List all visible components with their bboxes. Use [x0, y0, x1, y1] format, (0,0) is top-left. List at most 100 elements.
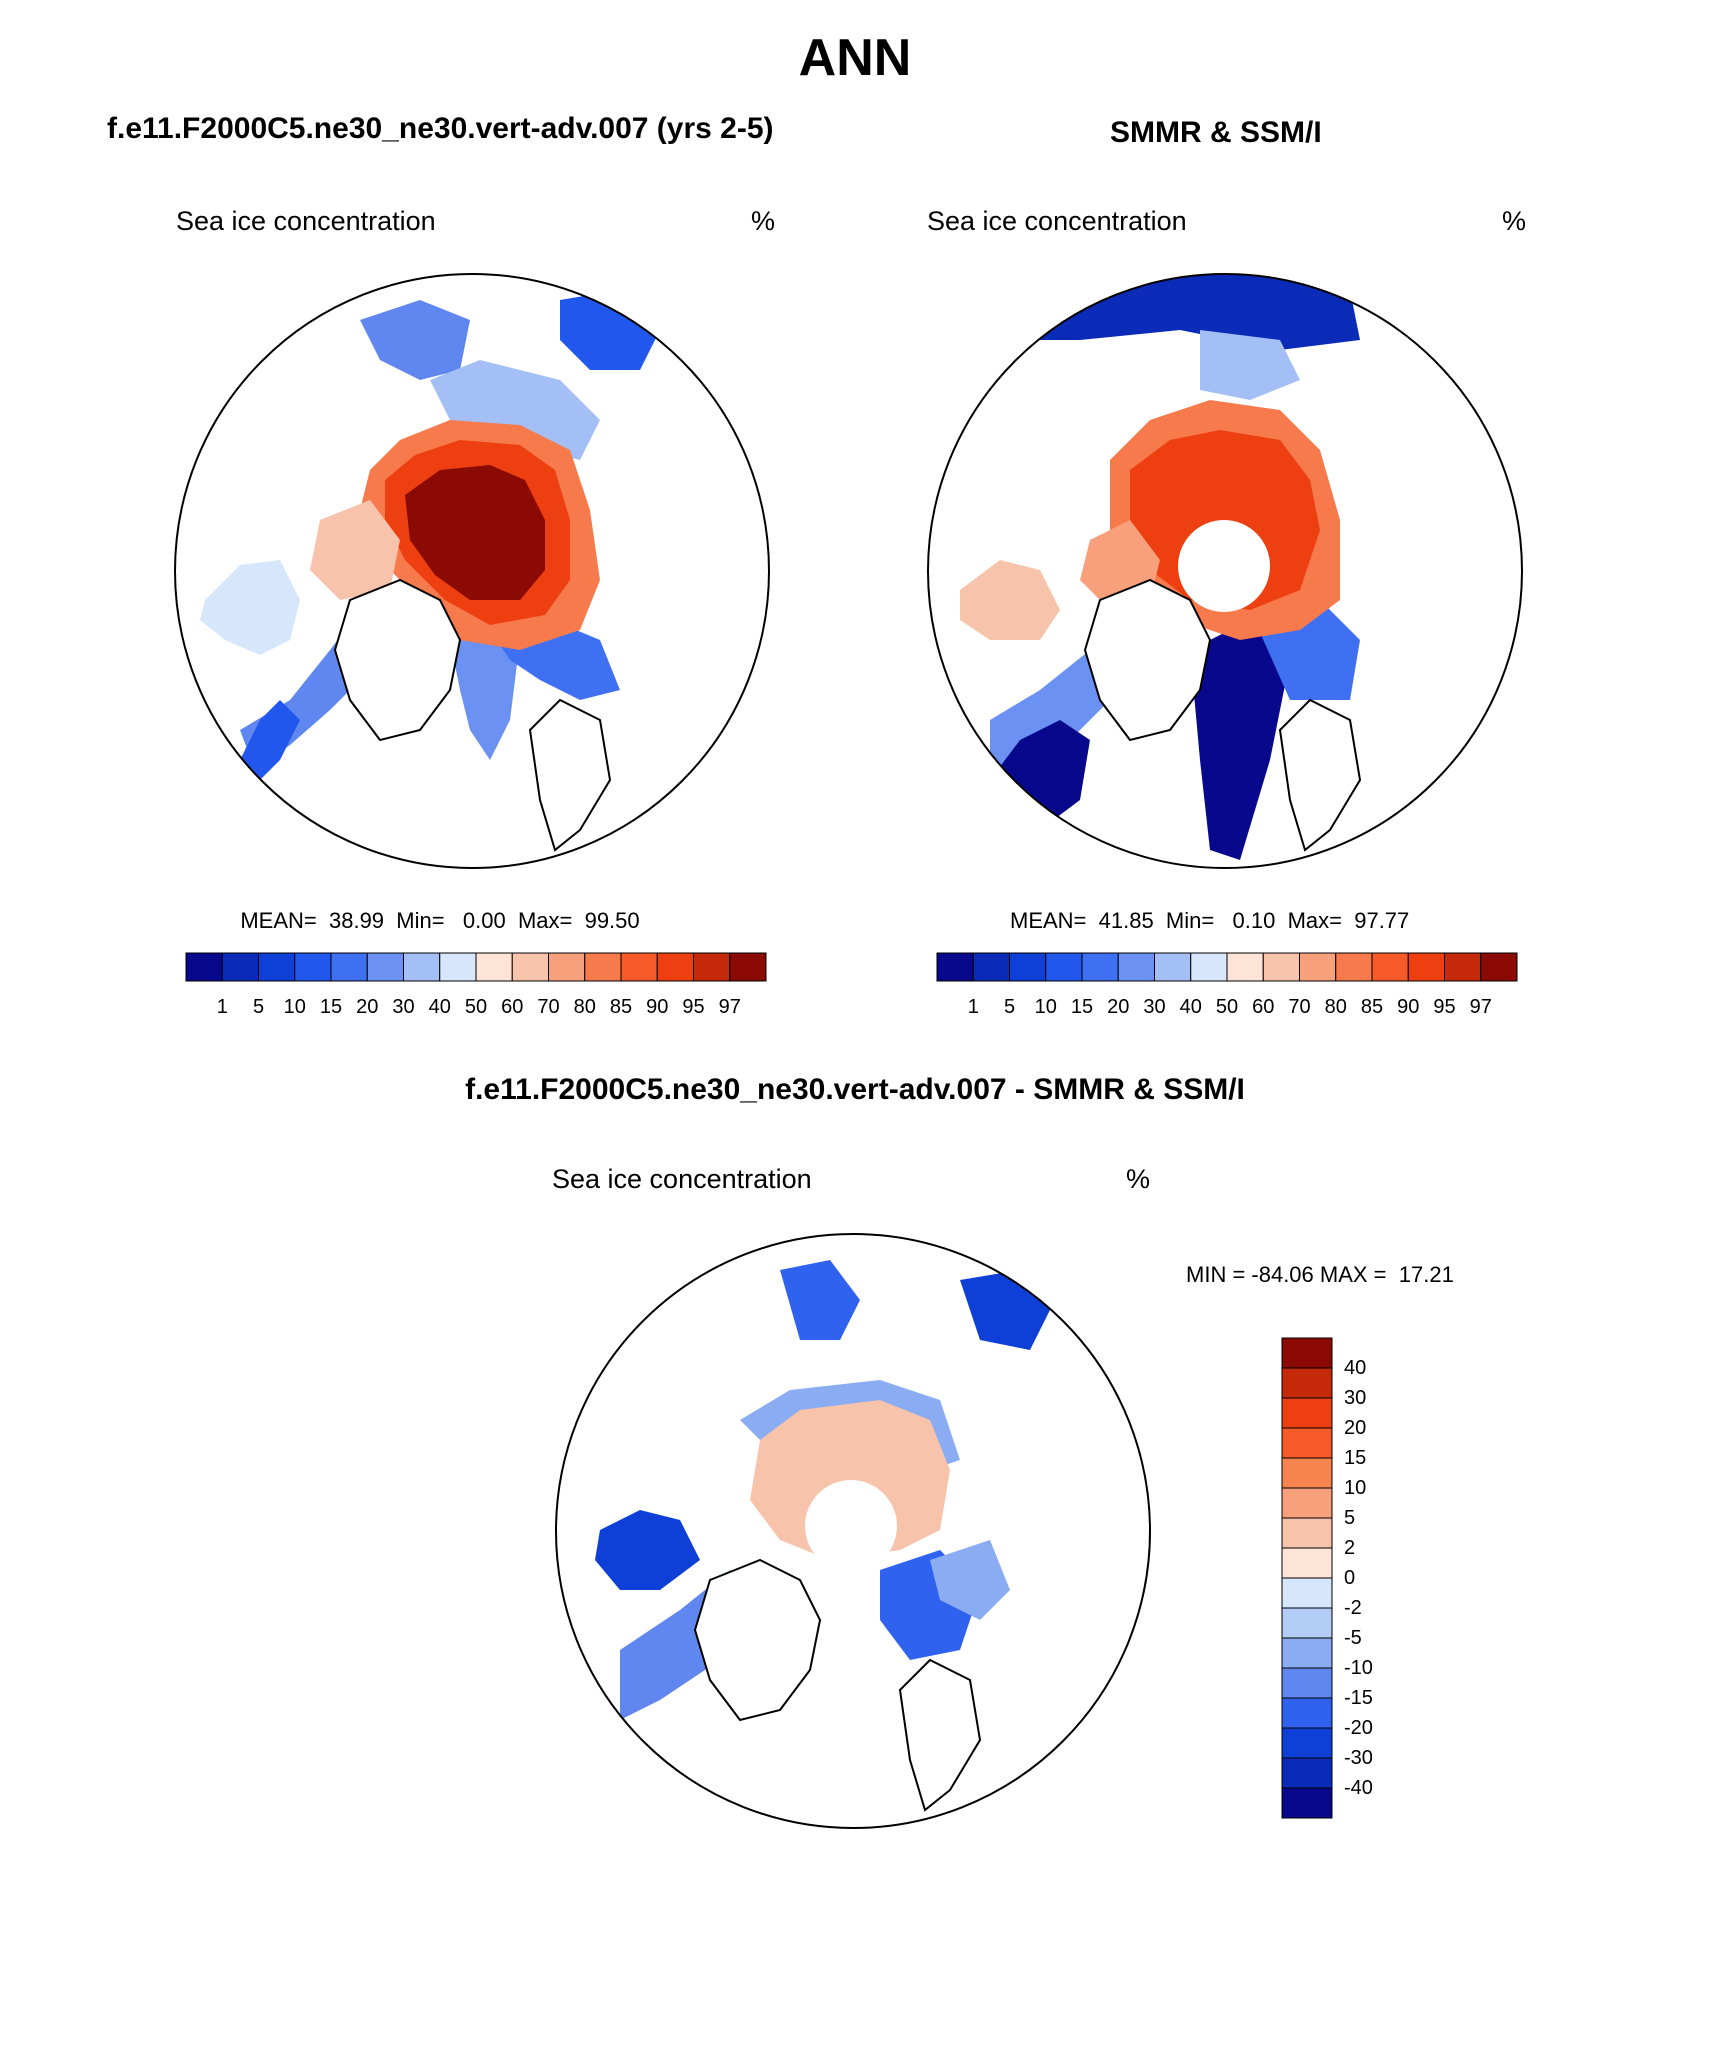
- colorbar-tick-label: 97: [1469, 996, 1492, 1018]
- colorbar-swatch: [1045, 952, 1083, 982]
- scandinavia-landmass-obs: [1278, 698, 1362, 852]
- greenland-landmass-model: [333, 578, 462, 742]
- colorbar-swatch: [693, 952, 731, 982]
- colorbar-swatch: [511, 952, 549, 982]
- colorbar-swatch: [1299, 952, 1337, 982]
- colorbar-tick-label: 60: [501, 996, 524, 1018]
- stats-obs: MEAN= 41.85 Min= 0.10 Max= 97.77: [1010, 908, 1410, 933]
- ice-zone-bering-obs: [1200, 330, 1300, 400]
- panel-title-model: f.e11.F2000C5.ne30_ne30.vert-adv.007 (yr…: [107, 112, 774, 145]
- colorbar-tick-label: -15: [1344, 1687, 1373, 1709]
- colorbar-swatch: [656, 952, 694, 982]
- colorbar-swatch: [1226, 952, 1264, 982]
- units-label-obs: %: [1502, 206, 1527, 236]
- colorbar-swatch: [1281, 1367, 1333, 1399]
- colorbar-swatch: [1190, 952, 1228, 982]
- colorbar-swatch: [1335, 952, 1373, 982]
- colorbar-swatch: [1281, 1397, 1333, 1429]
- ice-zone-labrador-model: [240, 700, 300, 780]
- colorbar-tick-label: 20: [1107, 996, 1130, 1018]
- panel-title-obs: SMMR & SSM/I: [1110, 116, 1322, 149]
- colorbar-swatch: [475, 952, 513, 982]
- colorbar-swatch: [1281, 1757, 1333, 1789]
- figure-title: ANN: [798, 29, 912, 87]
- diff-hudson: [595, 1510, 700, 1590]
- map-boundary-model: [174, 273, 770, 869]
- stats-model: MEAN= 38.99 Min= 0.00 Max= 99.50: [240, 908, 640, 933]
- units-label-model: %: [751, 206, 776, 236]
- colorbar-swatch: [185, 952, 223, 982]
- colorbar-tick-label: 5: [1344, 1507, 1356, 1529]
- ice-zone-greenland-sea-obs: [1190, 620, 1290, 860]
- ice-zone-bering-model: [360, 300, 470, 380]
- ice-zone-greenland-model: [450, 620, 520, 760]
- colorbar-swatch: [1407, 952, 1445, 982]
- colorbar-swatch: [1009, 952, 1047, 982]
- colorbar-tick-label: -2: [1344, 1597, 1362, 1619]
- pole-hole-diff: [805, 1480, 897, 1572]
- colorbar-tick-label: 95: [682, 996, 705, 1018]
- colorbar-tick-label: -10: [1344, 1657, 1373, 1679]
- colorbar-tick-label: 15: [1070, 996, 1094, 1018]
- panel-title-diff: f.e11.F2000C5.ne30_ne30.vert-adv.007 - S…: [465, 1073, 1245, 1106]
- colorbar-swatch: [729, 952, 767, 982]
- colorbar-swatch: [1281, 1727, 1333, 1759]
- colorbar-tick-label: -5: [1344, 1627, 1362, 1649]
- colorbar-tick-label: 90: [646, 996, 669, 1018]
- colorbar-tick-label: 30: [1143, 996, 1166, 1018]
- colorbar-swatch: [330, 952, 368, 982]
- colorbar-swatch: [1281, 1517, 1333, 1549]
- colorbar-swatch: [403, 952, 441, 982]
- colorbar-swatch: [1281, 1667, 1333, 1699]
- colorbar-tick-label: 10: [283, 996, 306, 1018]
- colorbar-tick-label: 10: [1034, 996, 1057, 1018]
- colorbar-tick-label: 70: [1288, 996, 1311, 1018]
- colorbar-model: [185, 952, 767, 982]
- colorbar-tick-label: 85: [609, 996, 633, 1018]
- colorbar-tick-label: 15: [1344, 1447, 1367, 1469]
- colorbar-tick-label: 10: [1344, 1477, 1367, 1499]
- colorbar-swatch: [1281, 1697, 1333, 1729]
- colorbar-swatch: [1281, 1337, 1333, 1369]
- colorbar-tick-label: 30: [392, 996, 415, 1018]
- greenland-landmass-obs: [1083, 578, 1212, 742]
- colorbar-swatch: [548, 952, 586, 982]
- colorbar-obs: [936, 952, 1518, 982]
- units-label-diff: %: [1126, 1164, 1151, 1194]
- colorbar-swatch: [366, 952, 404, 982]
- colorbar-swatch: [1281, 1787, 1333, 1819]
- colorbar-swatch: [972, 952, 1010, 982]
- map-model: [174, 273, 770, 869]
- colorbar-tick-label: 2: [1344, 1537, 1356, 1559]
- colorbar-tick-label: 5: [1003, 996, 1016, 1018]
- colorbar-tick-label: 95: [1433, 996, 1456, 1018]
- colorbar-tick-label: 85: [1360, 996, 1384, 1018]
- greenland-landmass-diff: [693, 1558, 822, 1722]
- colorbar-tick-label: -20: [1344, 1717, 1373, 1739]
- variable-label-obs: Sea ice concentration: [927, 206, 1187, 236]
- ice-archipelago-model: [310, 500, 400, 600]
- diff-pack-positive: [750, 1400, 950, 1560]
- map-diff: [555, 1233, 1151, 1829]
- colorbar-swatch: [620, 952, 658, 982]
- colorbar-tick-label: 60: [1252, 996, 1275, 1018]
- colorbar-tick-label: 40: [1344, 1357, 1367, 1379]
- colorbar-swatch: [1444, 952, 1482, 982]
- pole-hole-obs: [1178, 520, 1270, 612]
- colorbar-swatch: [1281, 1547, 1333, 1579]
- colorbar-swatch: [258, 952, 296, 982]
- scandinavia-landmass-model: [528, 698, 612, 852]
- ice-zone-hudson-model: [200, 560, 300, 655]
- colorbar-swatch: [584, 952, 622, 982]
- colorbar-swatch: [221, 952, 259, 982]
- colorbar-tick-label: 1: [216, 996, 228, 1018]
- colorbar-swatch: [1281, 1577, 1333, 1609]
- colorbar-tick-label: 15: [319, 996, 343, 1018]
- colorbar-swatch: [936, 952, 974, 982]
- colorbar-swatch: [1371, 952, 1409, 982]
- diff-barents: [930, 1540, 1010, 1620]
- scandinavia-landmass-diff: [898, 1658, 982, 1812]
- colorbar-tick-label: -30: [1344, 1747, 1373, 1769]
- colorbar-swatch: [1281, 1427, 1333, 1459]
- colorbar-swatch: [1281, 1637, 1333, 1669]
